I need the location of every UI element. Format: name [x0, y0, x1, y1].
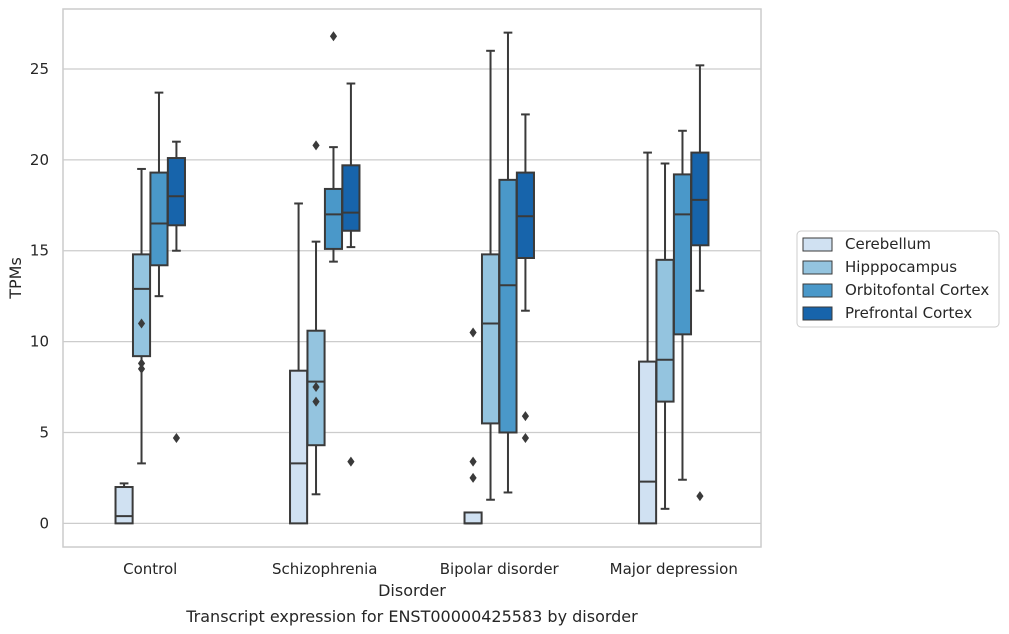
y-axis-title: TPMs: [6, 257, 25, 300]
x-tick-label: Schizophrenia: [272, 560, 377, 578]
legend-label: Hipppocampus: [845, 258, 957, 276]
y-tick-label: 10: [30, 333, 49, 351]
outlier-point: [137, 358, 146, 369]
box-iqr: [498, 178, 518, 434]
legend-swatch: [802, 283, 833, 298]
y-tick-label: 20: [30, 151, 49, 169]
outlier-point: [312, 140, 320, 151]
box-orbitofontal-cortex: [498, 31, 518, 494]
box-iqr: [149, 171, 169, 267]
box-orbitofontal-cortex: [149, 91, 169, 298]
outlier-point: [469, 456, 477, 467]
x-tick-label: Bipolar disorder: [440, 560, 560, 578]
box-iqr: [463, 511, 483, 525]
outlier-point: [137, 318, 146, 329]
box-series: [114, 31, 710, 525]
box-cerebellum: [638, 151, 658, 525]
outlier-point: [469, 327, 477, 338]
outlier-point: [696, 491, 704, 502]
legend-label: Orbitofontal Cortex: [845, 281, 989, 299]
box-cerebellum: [463, 327, 483, 525]
y-tick-label: 25: [30, 60, 49, 78]
outlier-point: [521, 411, 530, 422]
outlier-point: [329, 31, 338, 42]
box-iqr: [672, 173, 693, 336]
outlier-point: [312, 382, 320, 393]
x-tick-labels: Control Schizophrenia Bipolar disorder Majo…: [123, 560, 738, 578]
box-iqr: [166, 157, 186, 227]
outlier-point: [172, 432, 181, 443]
box-iqr: [341, 164, 361, 232]
y-tick-labels: 0 5 10 15 20 25: [30, 60, 49, 532]
box-prefrontal-cortex: [341, 82, 361, 467]
x-tick-label: Major depression: [610, 560, 738, 578]
y-tick-label: 0: [39, 514, 49, 532]
box-iqr: [480, 253, 501, 425]
box-iqr: [131, 253, 152, 358]
x-tick-label: Control: [123, 560, 177, 578]
box-cerebellum: [114, 482, 134, 525]
outlier-point: [521, 432, 530, 443]
figure-caption: Transcript expression for ENST0000042558…: [185, 607, 638, 626]
box-cerebellum: [289, 202, 309, 525]
box-hipppocampus: [655, 162, 675, 510]
legend-label: Cerebellum: [845, 235, 931, 253]
box-iqr: [114, 486, 134, 525]
outlier-point: [347, 456, 355, 467]
legend-label: Prefrontal Cortex: [845, 304, 972, 322]
outlier-point: [137, 363, 146, 374]
legend-frame: [796, 230, 1000, 328]
plot-area-frame: [62, 8, 762, 548]
y-tick-label: 15: [30, 242, 49, 260]
box-prefrontal-cortex: [690, 64, 710, 502]
outlier-point: [469, 472, 477, 483]
box-orbitofontal-cortex: [672, 129, 693, 481]
box-iqr: [655, 258, 675, 403]
legend-swatch: [802, 237, 833, 252]
box-iqr: [289, 369, 309, 525]
box-iqr: [323, 187, 344, 250]
outlier-point: [312, 396, 320, 407]
x-axis-title: Disorder: [378, 581, 446, 600]
box-iqr: [638, 360, 658, 525]
y-tick-label: 5: [39, 423, 49, 441]
box-prefrontal-cortex: [515, 113, 535, 443]
legend-swatch: [802, 306, 833, 321]
legend-swatch: [802, 260, 833, 275]
box-hipppocampus: [131, 167, 152, 465]
legend: Cerebellum Hipppocampus Orbitofontal Corte…: [796, 230, 1000, 328]
box-prefrontal-cortex: [166, 140, 186, 443]
box-hipppocampus: [306, 140, 326, 496]
